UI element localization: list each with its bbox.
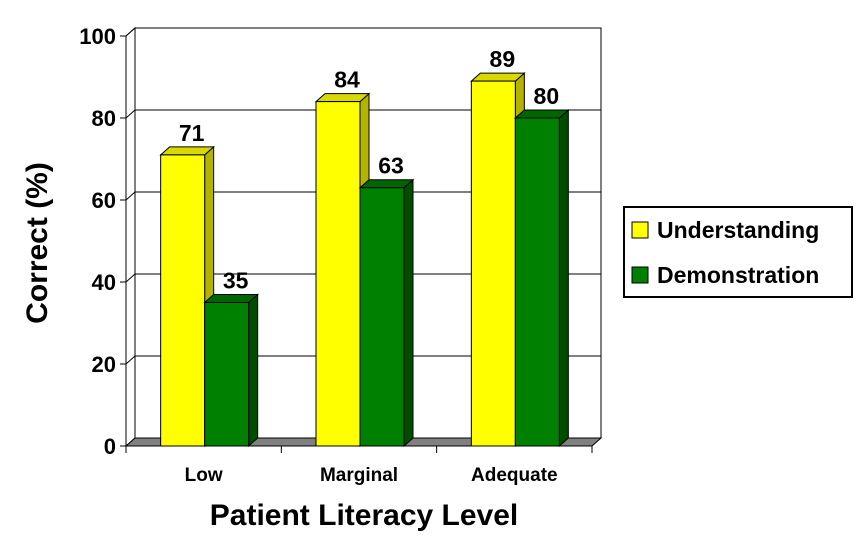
y-tick-label: 80	[92, 106, 116, 131]
gridline-depth	[125, 27, 136, 37]
bar	[204, 302, 250, 447]
legend-label-demonstration: Demonstration	[657, 262, 819, 288]
x-axis-title: Patient Literacy Level	[210, 499, 518, 532]
y-axis-title: Correct (%)	[21, 162, 54, 324]
data-label: 71	[179, 120, 205, 146]
bar-top	[203, 294, 259, 303]
bars	[159, 71, 570, 448]
data-label: 84	[334, 67, 360, 93]
legend-label-understanding: Understanding	[657, 217, 819, 243]
x-tick-label: Adequate	[471, 465, 558, 486]
bar	[470, 80, 516, 447]
bar	[315, 101, 361, 447]
bar-top	[159, 146, 215, 156]
legend-swatch-understanding	[631, 221, 649, 239]
bar-top	[314, 93, 371, 103]
data-labels: 71 35 84 63 89 80	[179, 46, 559, 293]
y-tick-label: 40	[92, 270, 116, 295]
y-axis: 0 20 40 60 80 100	[79, 24, 127, 459]
bar	[514, 117, 560, 447]
x-tick-label: Low	[185, 465, 223, 486]
data-label: 63	[378, 153, 404, 179]
data-label: 35	[223, 268, 249, 294]
bar	[160, 154, 206, 447]
data-label: 80	[534, 83, 560, 109]
gridline-depth	[125, 109, 136, 119]
bar-top	[358, 179, 415, 189]
bar-side	[248, 293, 259, 448]
gridline-depth	[125, 191, 136, 201]
bar-side	[403, 178, 414, 448]
y-tick-label: 60	[92, 188, 116, 213]
bar-top	[470, 72, 526, 82]
x-tick-label: Marginal	[320, 465, 398, 486]
data-label: 89	[490, 46, 516, 72]
legend: Understanding Demonstration	[623, 206, 853, 298]
legend-box	[623, 206, 853, 298]
bar	[359, 187, 405, 447]
bar-side	[558, 108, 569, 448]
x-axis: Low Marginal Adequate	[125, 445, 593, 486]
y-tick-label: 0	[104, 434, 116, 459]
legend-swatch-demonstration	[631, 266, 649, 284]
y-tick-label: 20	[92, 352, 116, 377]
gridline-depth	[125, 355, 136, 365]
y-tick-label: 100	[79, 24, 116, 49]
gridline-depth	[125, 273, 136, 283]
bar-top	[514, 109, 570, 119]
plot-side-wall	[125, 26, 136, 448]
